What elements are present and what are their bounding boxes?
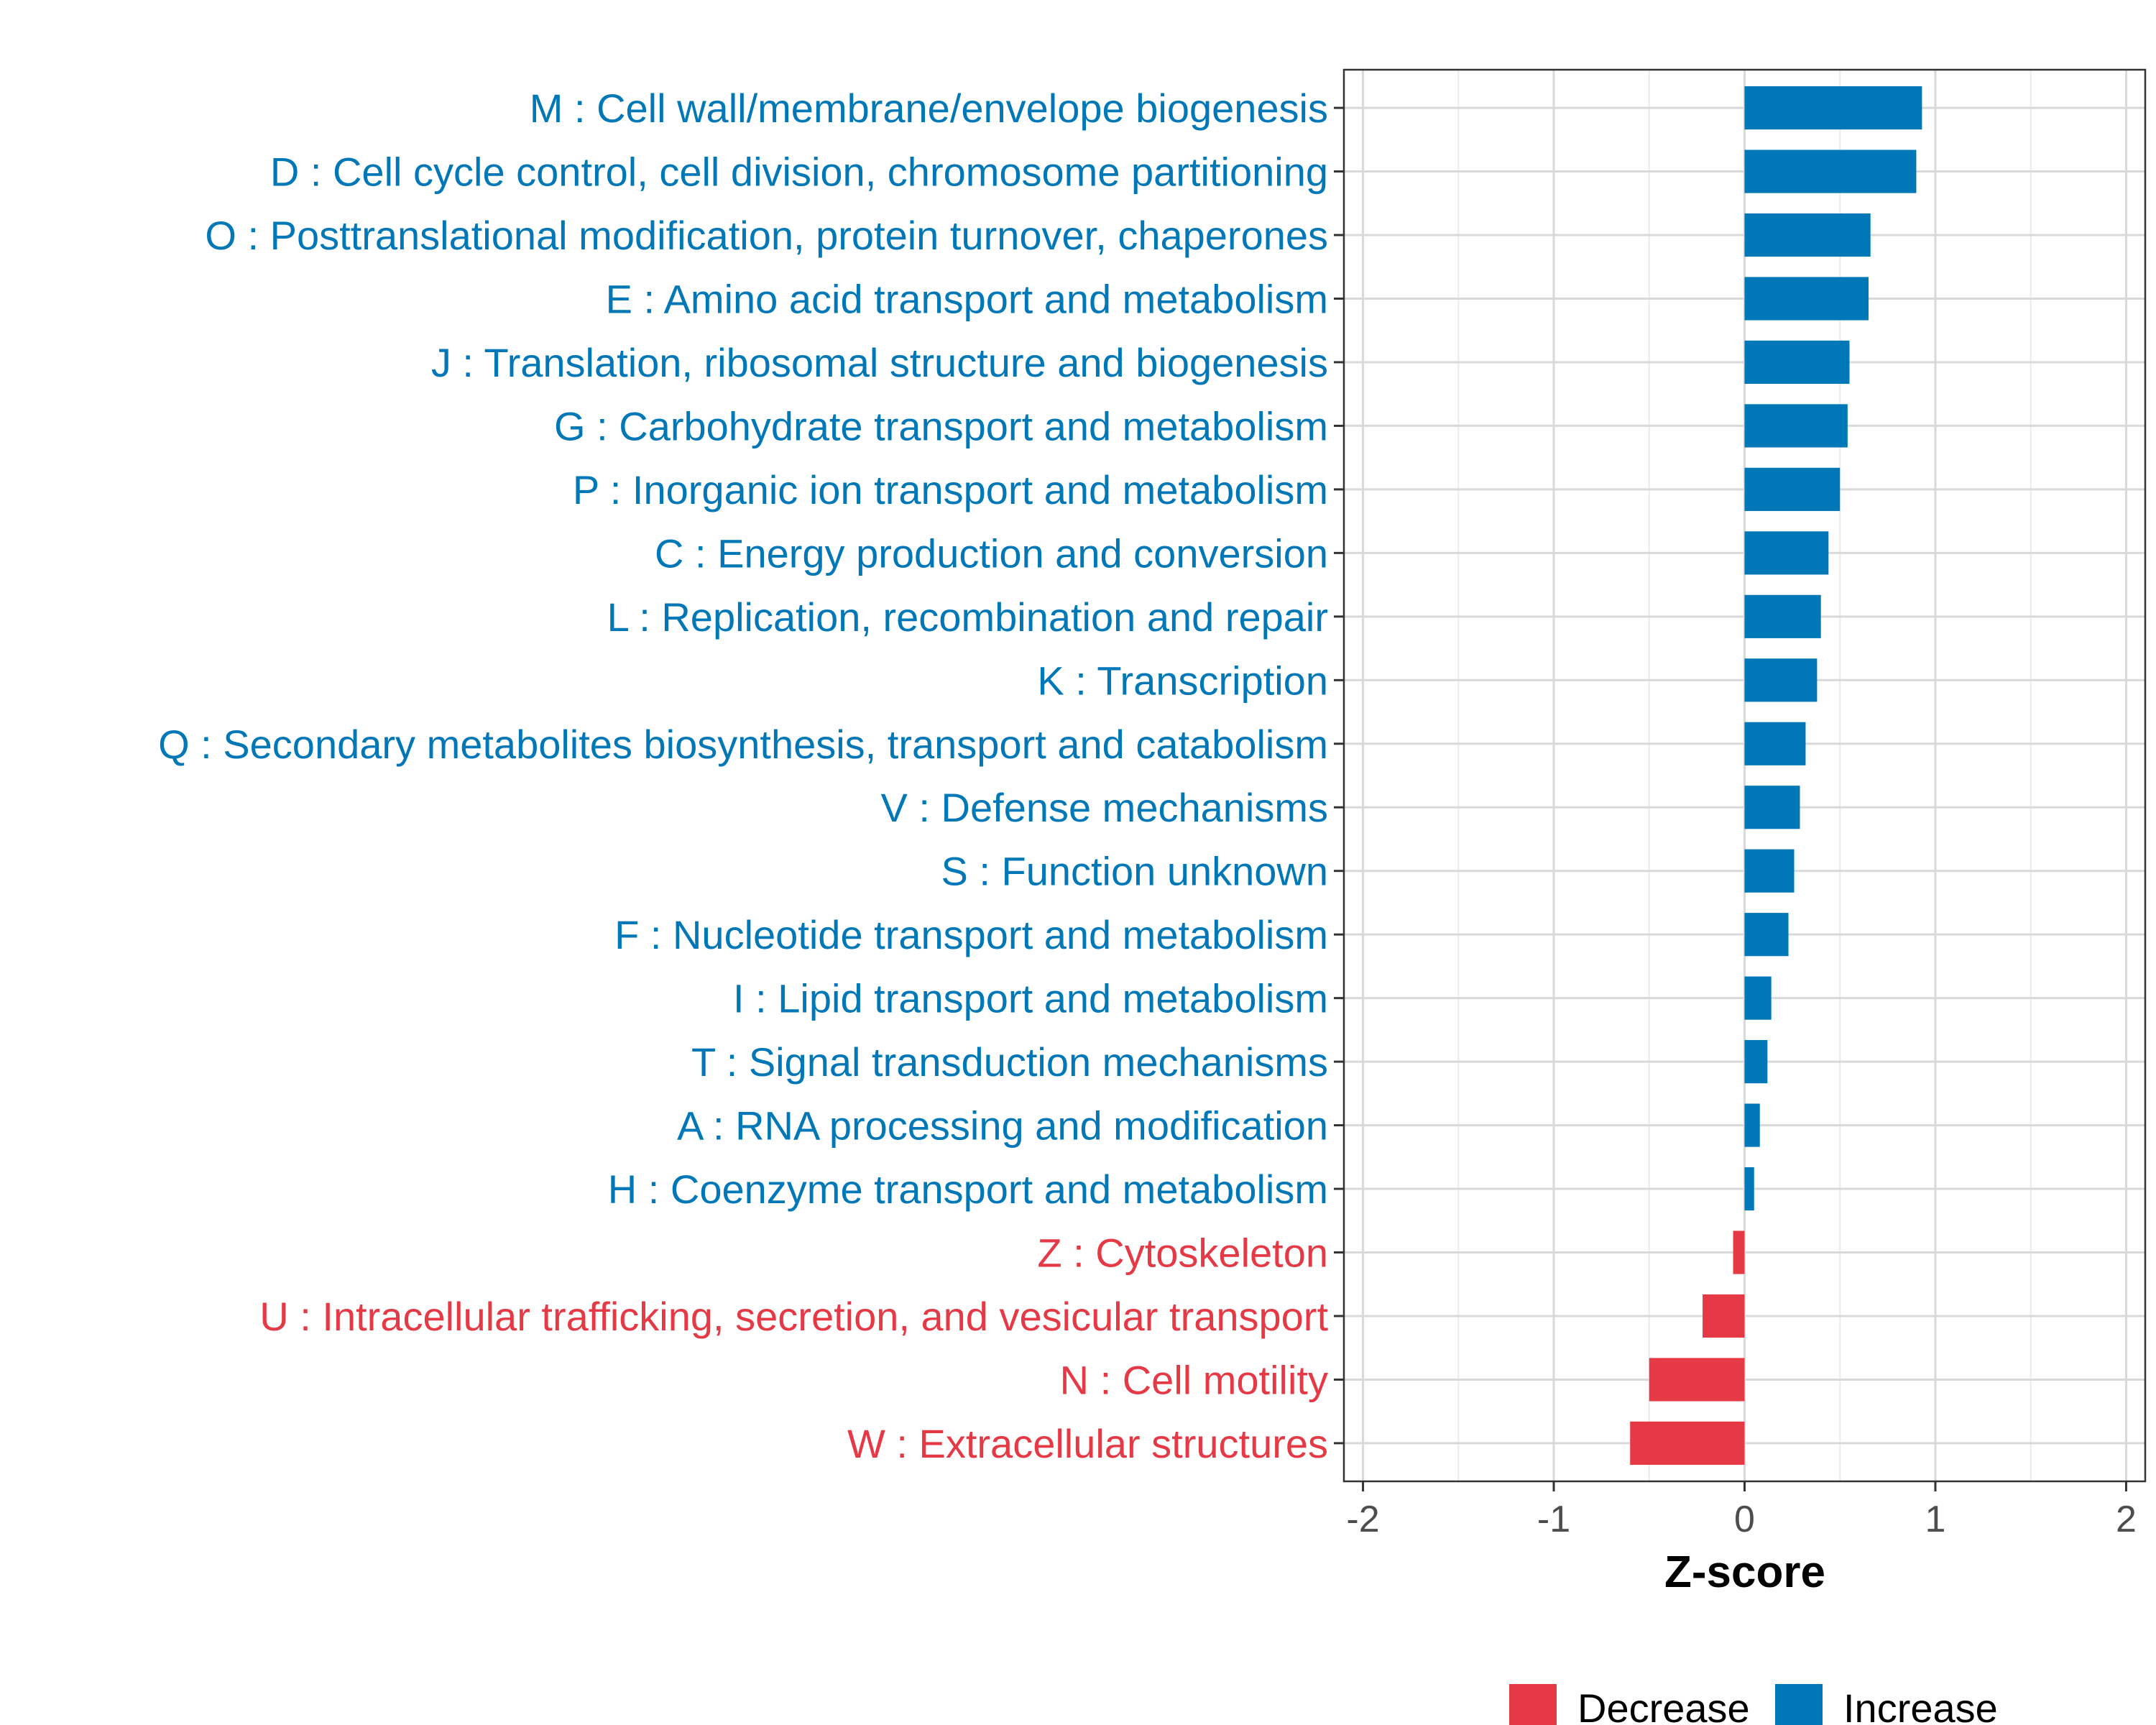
y-tick-label: T : Signal transduction mechanisms bbox=[691, 1039, 1328, 1085]
y-tick-label: J : Translation, ribosomal structure and… bbox=[431, 340, 1328, 385]
bar bbox=[1744, 594, 1821, 638]
y-tick-label: K : Transcription bbox=[1037, 658, 1328, 703]
legend-label: Decrease bbox=[1577, 1685, 1750, 1725]
x-axis: -2 -1 0 1 2 bbox=[1346, 1481, 2137, 1540]
bar bbox=[1744, 1167, 1754, 1211]
x-tick-label: -1 bbox=[1537, 1499, 1570, 1540]
y-tick-label: A : RNA processing and modification bbox=[677, 1103, 1328, 1149]
y-tick-label: N : Cell motility bbox=[1060, 1357, 1328, 1402]
y-tick-label: E : Amino acid transport and metabolism bbox=[606, 276, 1328, 321]
y-tick-label: S : Function unknown bbox=[941, 849, 1328, 894]
y-tick-label: O : Posttranslational modification, prot… bbox=[205, 213, 1328, 258]
bar bbox=[1630, 1421, 1745, 1465]
x-tick-label: 0 bbox=[1734, 1499, 1755, 1540]
bar bbox=[1744, 340, 1850, 385]
bar bbox=[1744, 213, 1871, 257]
y-tick-label: M : Cell wall/membrane/envelope biogenes… bbox=[530, 86, 1328, 131]
legend-label: Increase bbox=[1843, 1685, 1998, 1725]
bar bbox=[1649, 1358, 1745, 1402]
y-tick-label: I : Lipid transport and metabolism bbox=[733, 976, 1328, 1021]
bar bbox=[1733, 1230, 1745, 1274]
y-tick-label: H : Coenzyme transport and metabolism bbox=[608, 1167, 1328, 1212]
y-tick-label: G : Carbohydrate transport and metabolis… bbox=[554, 403, 1328, 448]
x-tick-label: 2 bbox=[2116, 1499, 2137, 1540]
bar bbox=[1744, 277, 1869, 321]
bar bbox=[1744, 1040, 1768, 1084]
y-tick-label: Q : Secondary metabolites biosynthesis, … bbox=[158, 722, 1328, 767]
bar bbox=[1744, 531, 1829, 575]
bar bbox=[1703, 1294, 1745, 1338]
x-tick-label: -2 bbox=[1346, 1499, 1379, 1540]
x-tick-label: 1 bbox=[1925, 1499, 1946, 1540]
bar bbox=[1744, 849, 1795, 893]
bar bbox=[1744, 86, 1922, 130]
y-tick-label: U : Intracellular trafficking, secretion… bbox=[259, 1294, 1328, 1339]
legend: Decrease Increase bbox=[1509, 1684, 1998, 1725]
bar bbox=[1744, 467, 1841, 511]
bar bbox=[1744, 404, 1848, 448]
y-tick-label: P : Inorganic ion transport and metaboli… bbox=[573, 467, 1328, 512]
bar bbox=[1744, 976, 1772, 1020]
y-tick-label: L : Replication, recombination and repai… bbox=[607, 594, 1328, 640]
y-tick-label: V : Defense mechanisms bbox=[881, 785, 1328, 830]
bar bbox=[1744, 786, 1800, 829]
legend-swatch bbox=[1775, 1684, 1823, 1725]
bar bbox=[1744, 913, 1789, 957]
bars bbox=[1630, 86, 1922, 1465]
legend-swatch bbox=[1509, 1684, 1557, 1725]
bar bbox=[1744, 150, 1917, 193]
y-tick-label: Z : Cytoskeleton bbox=[1037, 1230, 1328, 1276]
bar bbox=[1744, 1103, 1760, 1147]
y-tick-label: W : Extracellular structures bbox=[847, 1421, 1328, 1466]
y-tick-label: F : Nucleotide transport and metabolism bbox=[614, 912, 1328, 957]
y-axis: M : Cell wall/membrane/envelope biogenes… bbox=[158, 86, 1344, 1466]
bar bbox=[1744, 722, 1806, 765]
bar bbox=[1744, 658, 1818, 702]
y-tick-label: D : Cell cycle control, cell division, c… bbox=[270, 150, 1328, 195]
x-axis-title: Z-score bbox=[1664, 1547, 1825, 1597]
y-tick-label: C : Energy production and conversion bbox=[655, 530, 1328, 576]
